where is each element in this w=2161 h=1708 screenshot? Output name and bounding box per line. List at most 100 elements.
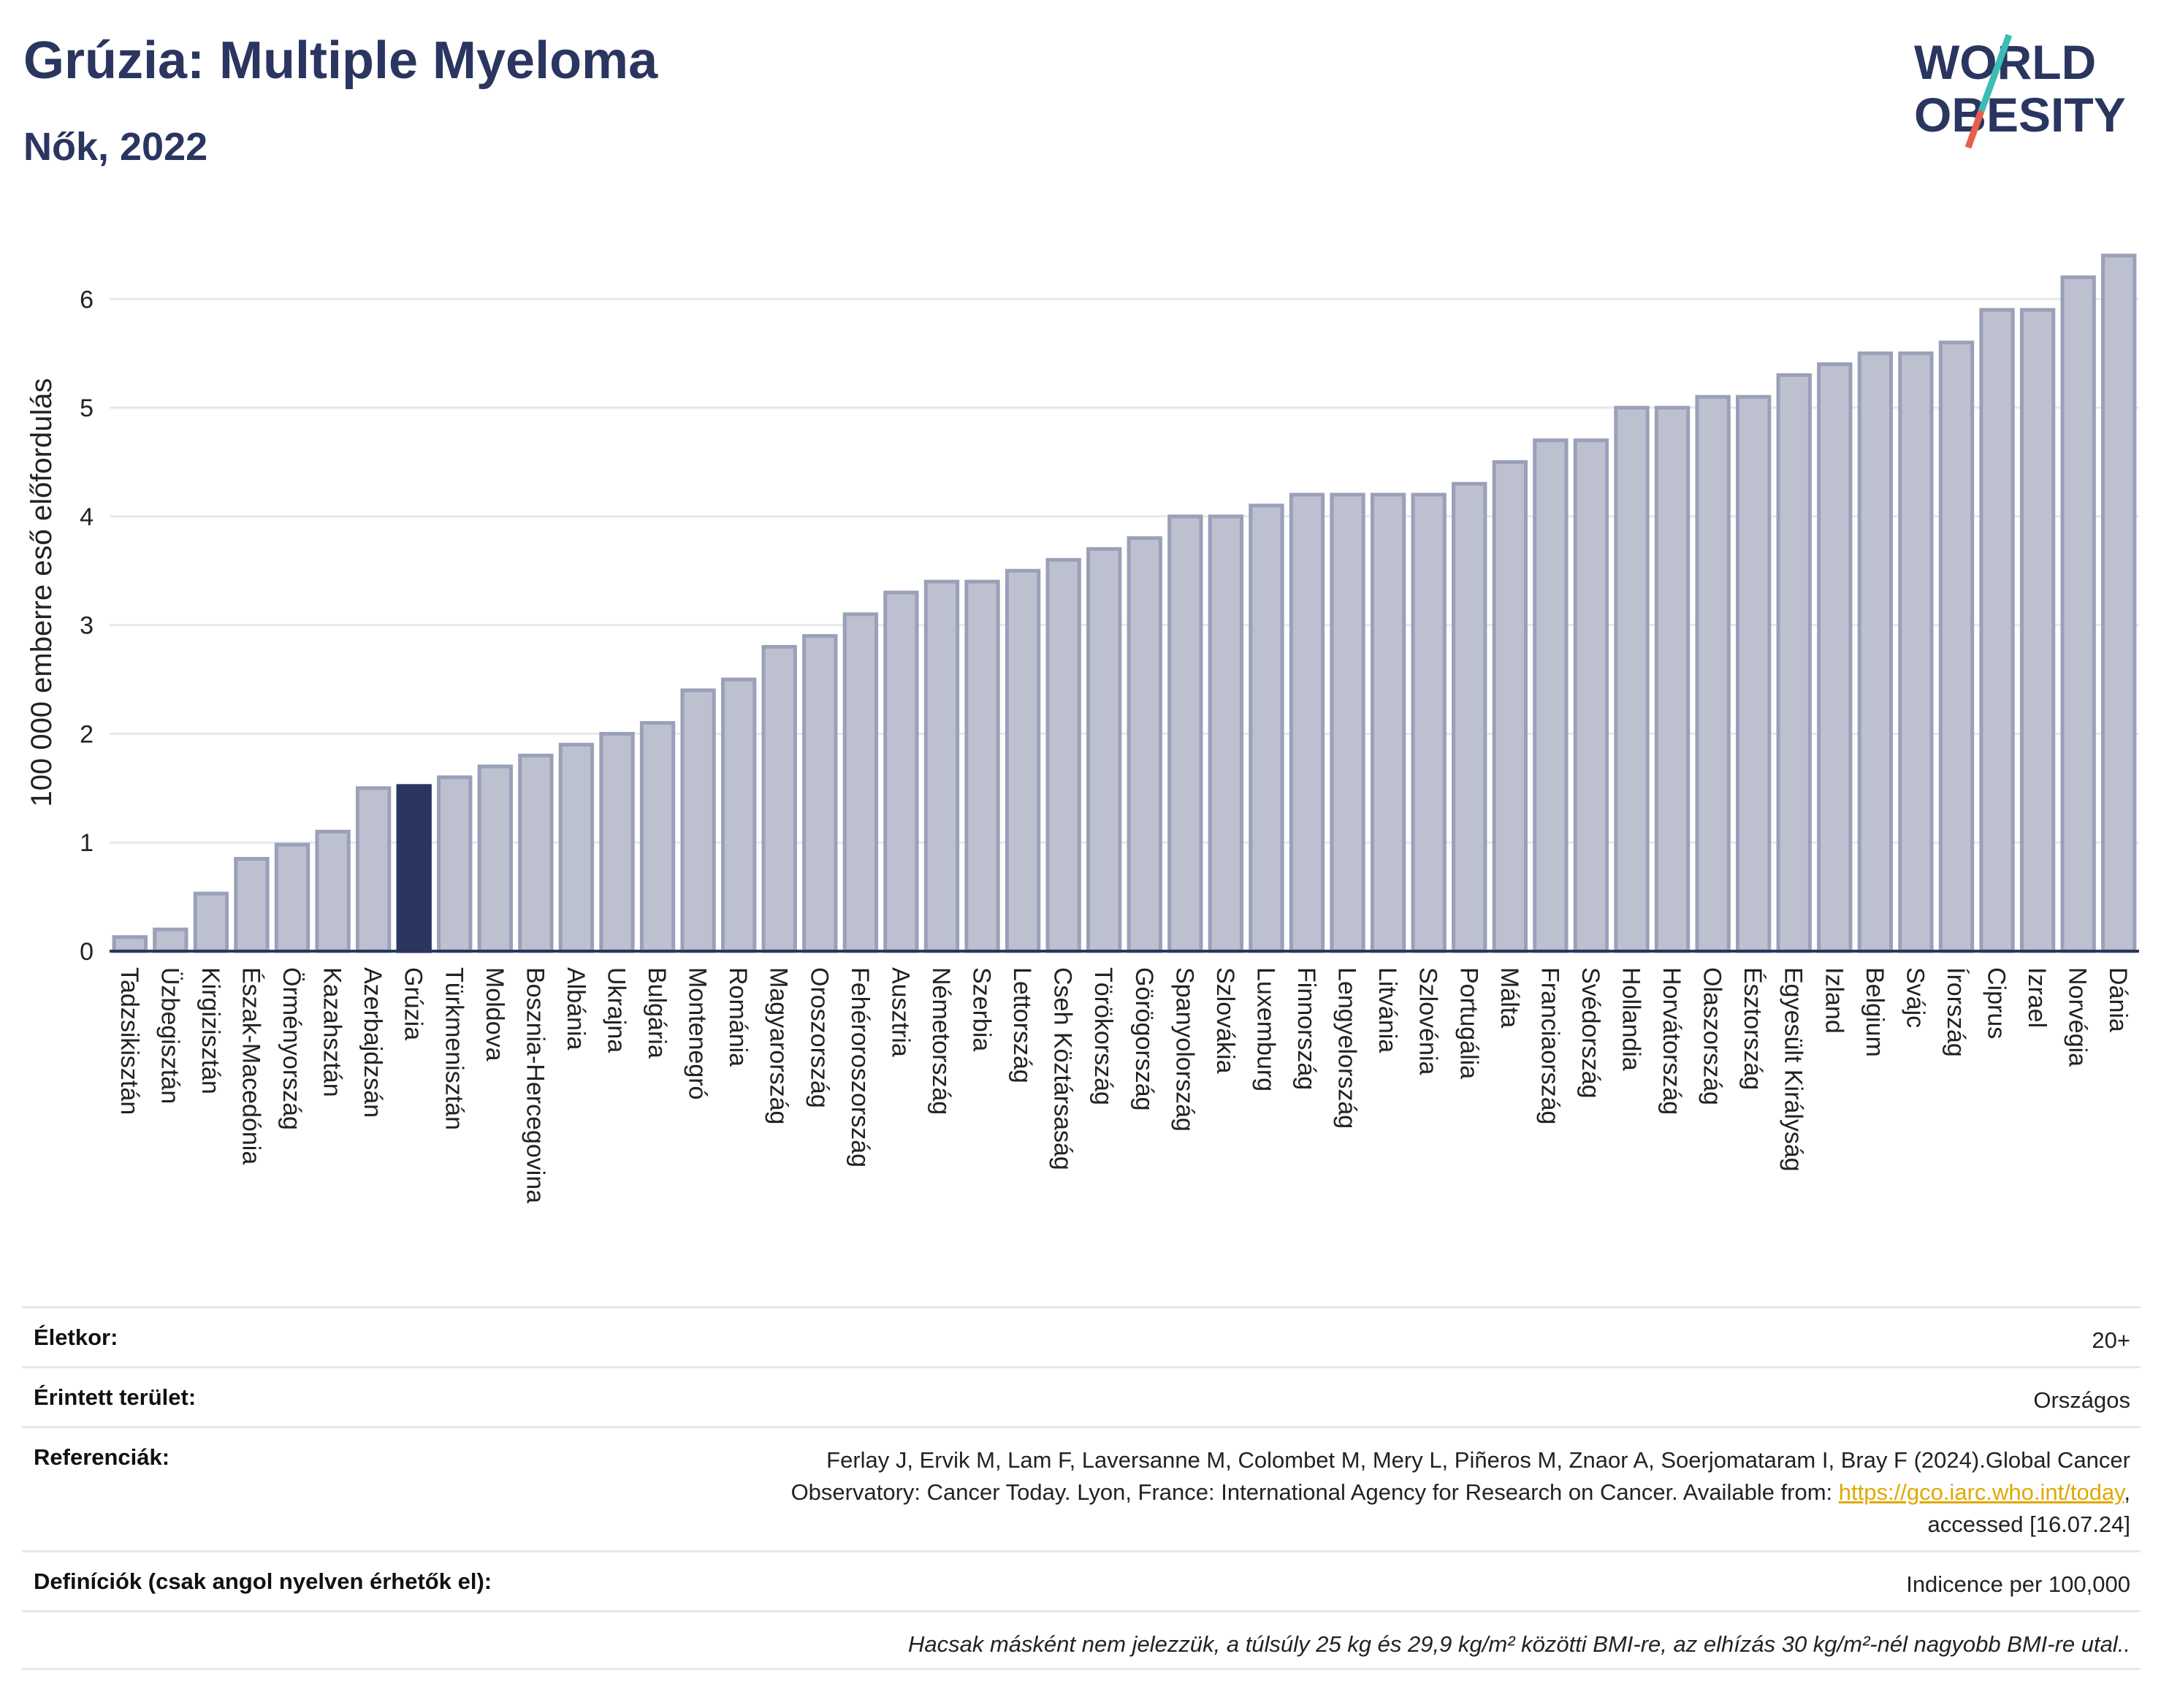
bar-egyesült-királyság xyxy=(1776,373,1812,953)
x-tick-label: Franciaország xyxy=(1536,967,1563,1124)
x-tick-label: Szerbia xyxy=(968,967,996,1051)
bar-türkmenisztán xyxy=(437,775,473,953)
bar-franciaország xyxy=(1533,438,1569,953)
x-tick-label: Albánia xyxy=(562,967,590,1051)
bar-ausztria xyxy=(883,590,919,953)
reference-link[interactable]: https://gco.iarc.who.int/today xyxy=(1838,1479,2124,1505)
bar-szerbia xyxy=(964,579,1000,953)
y-tick-label: 4 xyxy=(80,503,94,531)
bar-lengyelország xyxy=(1330,492,1365,953)
definitions-value: Indicence per 100,000 xyxy=(1906,1571,2130,1597)
bar-észtország xyxy=(1736,394,1772,953)
bar-tadzsikisztán xyxy=(112,935,148,953)
x-tick-label: Törökország xyxy=(1089,967,1117,1105)
bar-németország xyxy=(923,579,960,953)
bar-albánia xyxy=(558,742,595,953)
logo-slash-teal xyxy=(1978,34,2013,113)
bar-bosznia-hercegovina xyxy=(518,753,554,953)
bar-montenegró xyxy=(680,688,716,953)
bar-norvégia xyxy=(2060,275,2096,953)
x-tick-label: Montenegró xyxy=(684,967,712,1099)
x-tick-label: Málta xyxy=(1495,967,1523,1028)
bar-málta xyxy=(1492,460,1528,953)
x-tick-label: Kazahsztán xyxy=(319,967,346,1097)
bar-grúzia xyxy=(396,784,432,953)
x-tick-label: Oroszország xyxy=(805,967,833,1108)
x-tick-label: Spanyolország xyxy=(1170,967,1198,1132)
y-tick-label: 1 xyxy=(80,829,94,857)
bar-svájc xyxy=(1898,351,1934,953)
bar-kazahsztán xyxy=(315,829,351,953)
x-tick-label: Grúzia xyxy=(400,967,427,1040)
y-tick-label: 6 xyxy=(80,286,94,313)
x-tick-label: Azerbajdzsán xyxy=(359,967,386,1118)
bar-románia xyxy=(721,677,757,953)
x-tick-label: Tadzsikisztán xyxy=(115,967,143,1115)
bar-írország xyxy=(1938,340,1975,953)
bar-finnország xyxy=(1289,492,1325,953)
references-value: Ferlay J, Ervik M, Lam F, Laversanne M, … xyxy=(791,1444,2130,1541)
age-value: 20+ xyxy=(2092,1327,2130,1353)
bar-kirgizisztán xyxy=(193,891,229,953)
bar-chart: 0 1 2 3 4 5 6 Tadzsikisztán Üzbegisztán Kirgizisz… xyxy=(26,253,2139,1203)
bar-szlovákia xyxy=(1208,514,1244,953)
bar-belgium xyxy=(1857,351,1894,953)
y-axis-label: 100 000 emberre eső előfordulás xyxy=(26,378,58,807)
x-tick-label: Izland xyxy=(1820,967,1848,1034)
x-tick-label: Fehéroroszország xyxy=(846,967,874,1167)
x-tick-label: Norvégia xyxy=(2064,967,2092,1067)
bar-litvánia xyxy=(1370,492,1406,953)
x-tick-label: Finnország xyxy=(1292,967,1320,1090)
x-tick-label: Kirgizisztán xyxy=(197,967,224,1094)
bar-törökország xyxy=(1086,546,1122,953)
x-tick-label: Magyarország xyxy=(765,967,793,1124)
world-obesity-logo: WORLD OBESITY xyxy=(1914,34,2126,149)
info-row-references: Referenciák: Ferlay J, Ervik M, Lam F, L… xyxy=(22,1426,2141,1550)
bar-olaszország xyxy=(1695,394,1731,953)
info-row-footnote: Hacsak másként nem jelezzük, a túlsúly 2… xyxy=(22,1610,2141,1670)
x-tick-label: Türkmenisztán xyxy=(440,967,468,1130)
bar-luxemburg xyxy=(1249,503,1284,953)
info-row-area: Érintett terület: Országos xyxy=(22,1366,2141,1426)
y-tick-label: 0 xyxy=(80,938,94,966)
bar-horvátország xyxy=(1654,405,1691,953)
reference-line-2: Observatory: Cancer Today. Lyon, France:… xyxy=(790,1479,1839,1505)
x-tick-label: Luxemburg xyxy=(1251,967,1279,1091)
bar-oroszország xyxy=(802,634,838,953)
bar-azerbajdzsán xyxy=(355,786,392,953)
bar-ciprus xyxy=(1979,308,2015,953)
bar-dánia xyxy=(2101,253,2137,953)
x-tick-label: Észak-Macedónia xyxy=(237,967,264,1164)
area-label: Érintett terület: xyxy=(34,1384,197,1410)
reference-line-2-end: , xyxy=(2124,1479,2130,1505)
bar-görögország xyxy=(1127,536,1162,953)
x-tick-label: Szlovénia xyxy=(1414,967,1442,1075)
bar-szlovénia xyxy=(1411,492,1447,953)
chart-subtitle: Nők, 2022 xyxy=(23,125,208,169)
x-tick-label: Üzbegisztán xyxy=(156,967,183,1104)
bar-moldova xyxy=(477,764,513,953)
x-tick-label: Belgium xyxy=(1861,967,1889,1057)
x-tick-label: Egyesült Királyság xyxy=(1780,967,1807,1172)
bar-örményország xyxy=(274,842,310,953)
y-tick-label: 3 xyxy=(80,612,94,640)
footnote-text: Hacsak másként nem jelezzük, a túlsúly 2… xyxy=(908,1631,2130,1657)
bars xyxy=(112,253,2137,953)
x-tick-label: Örményország xyxy=(278,967,305,1130)
info-row-definitions: Definíciók (csak angol nyelven érhetők e… xyxy=(22,1550,2141,1610)
x-tick-label: Olaszország xyxy=(1699,967,1726,1105)
y-tick-label: 5 xyxy=(80,394,94,422)
definitions-label: Definíciók (csak angol nyelven érhetők e… xyxy=(34,1568,492,1594)
x-tick-label: Dánia xyxy=(2104,967,2132,1032)
bar-izland xyxy=(1817,362,1853,953)
x-tick-label: Litvánia xyxy=(1373,967,1401,1053)
x-tick-label: Hollandia xyxy=(1617,967,1645,1071)
logo-slash-red xyxy=(1964,110,1985,149)
x-tick-label: Görögország xyxy=(1130,967,1158,1111)
bar-izrael xyxy=(2019,308,2056,953)
x-tick-label: Svédország xyxy=(1577,967,1604,1099)
logo-obesity-text: OBESITY xyxy=(1914,88,2126,142)
chart-title: Grúzia: Multiple Myeloma xyxy=(23,31,658,90)
x-tick-label: Románia xyxy=(724,967,752,1067)
x-tick-label: Cseh Köztársaság xyxy=(1049,967,1077,1170)
